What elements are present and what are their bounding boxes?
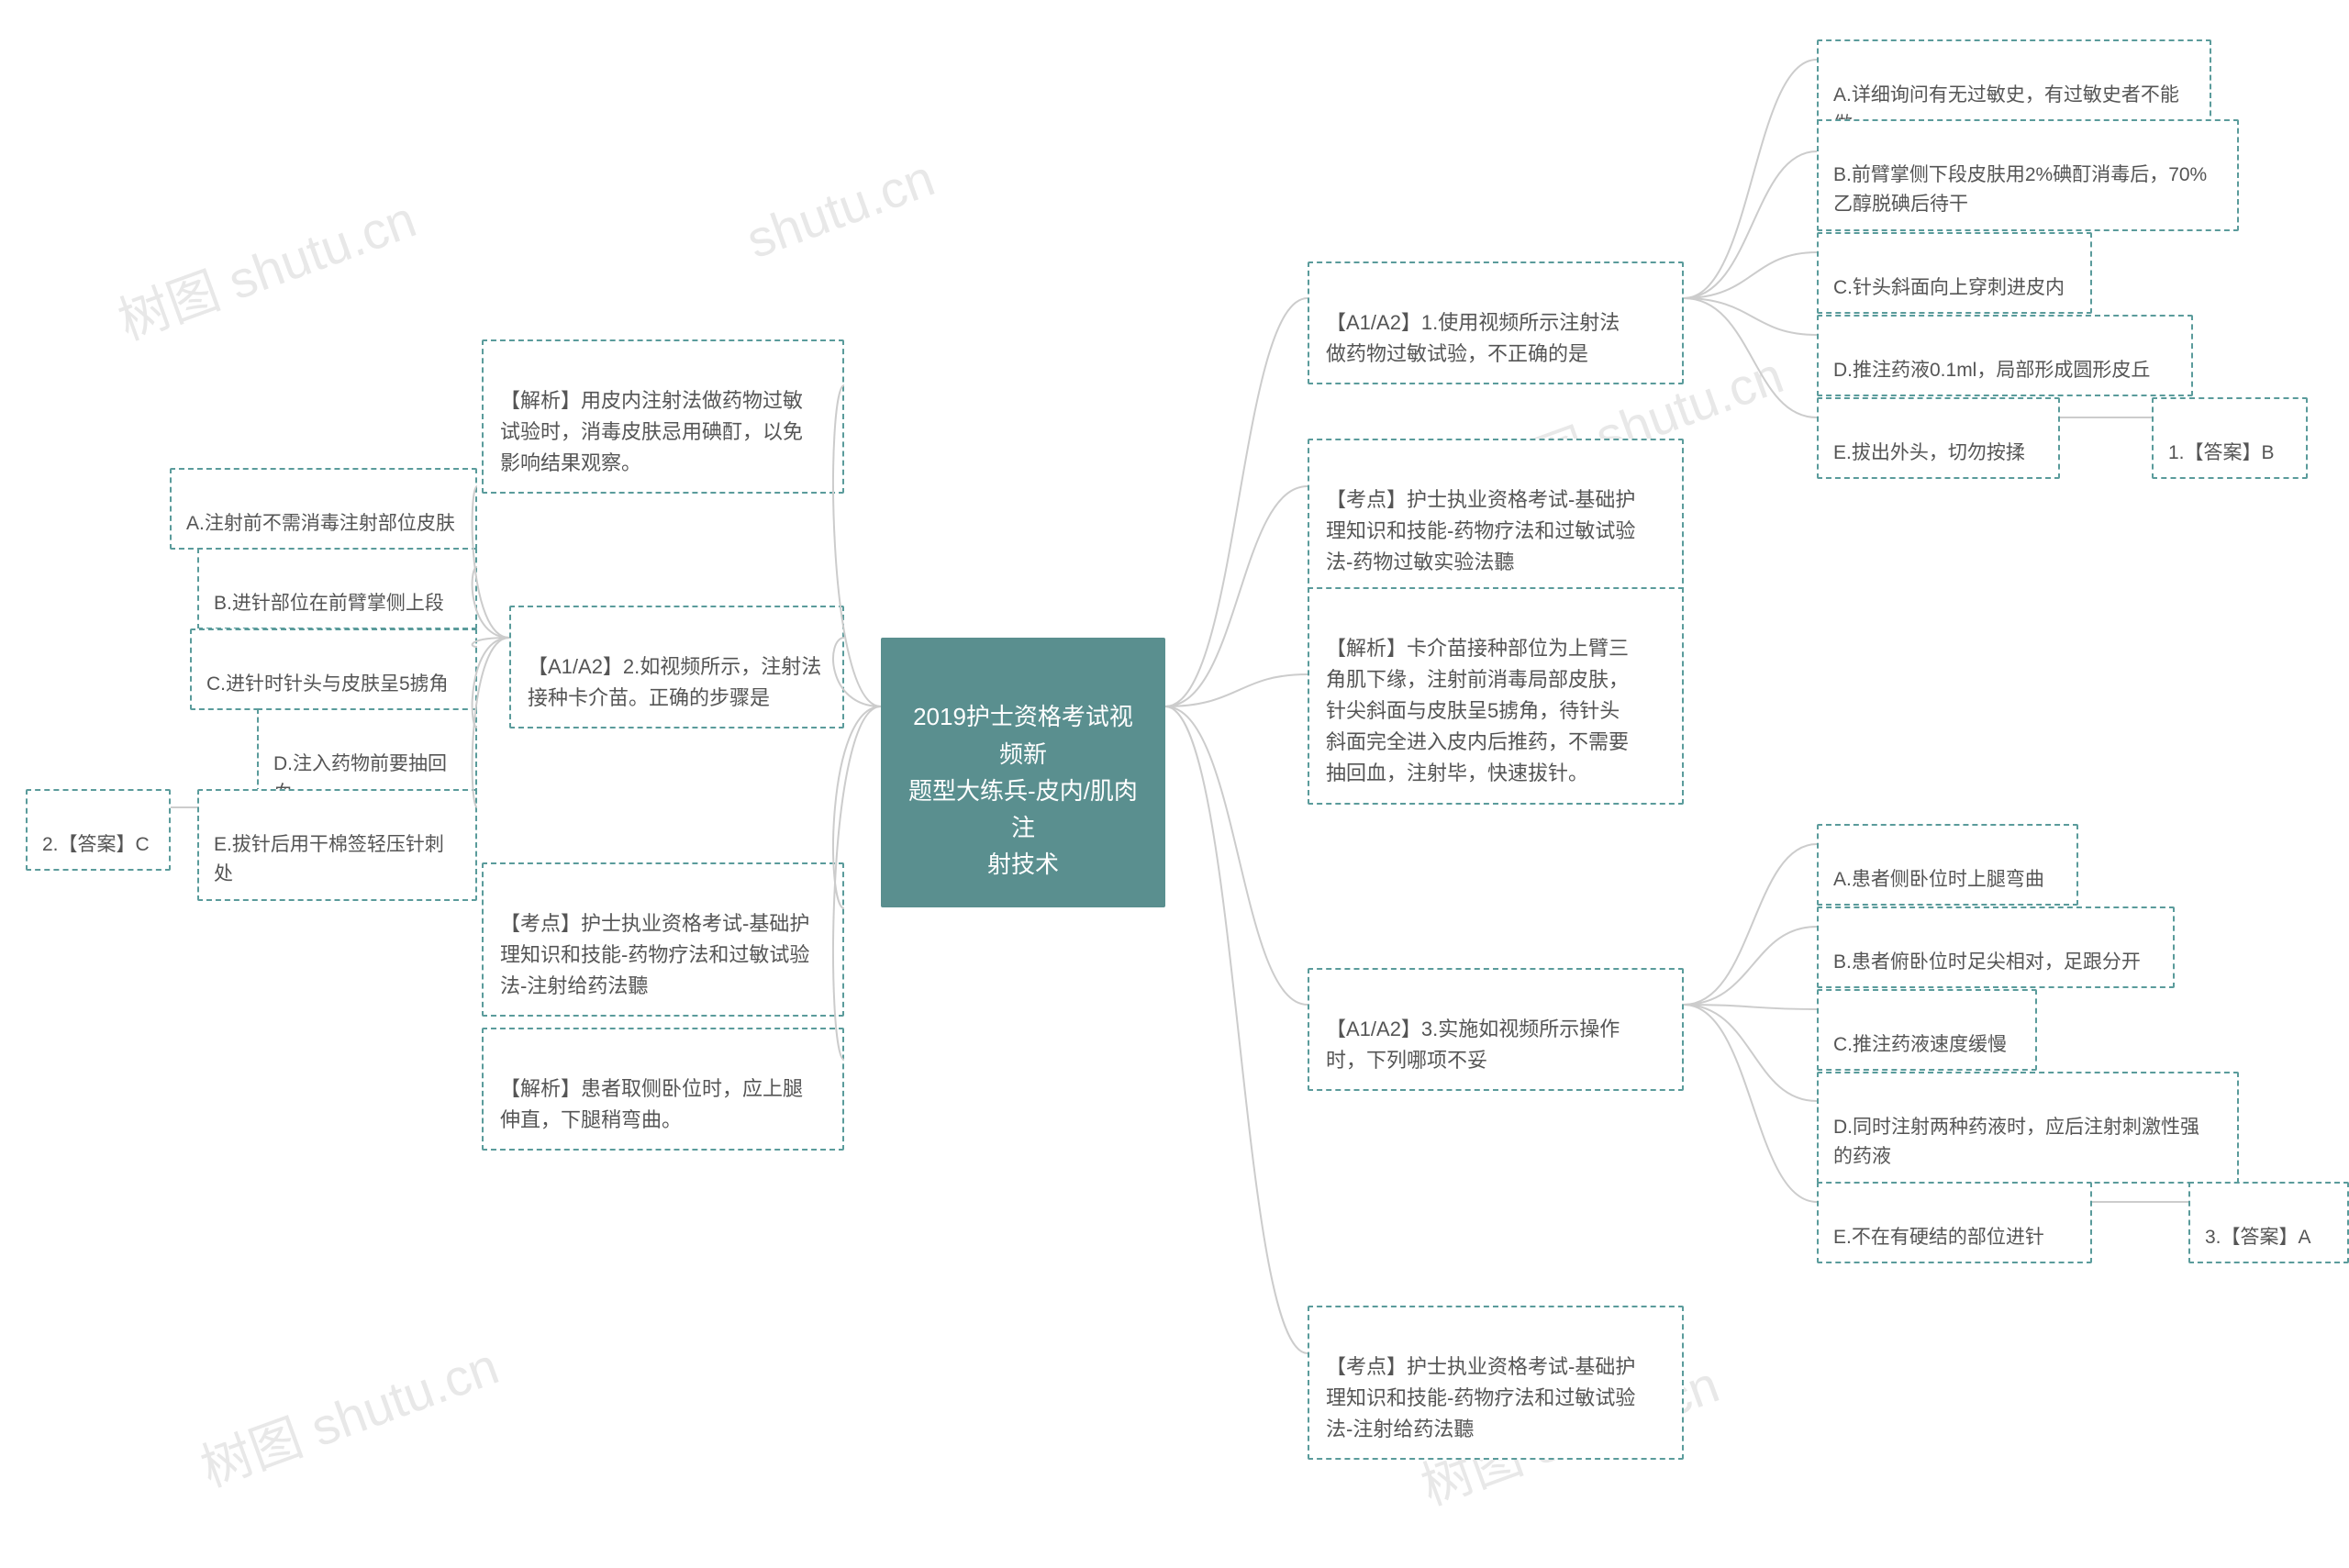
q3-answer: 3.【答案】A [2188, 1182, 2349, 1263]
q3-opt-c: C.推注药液速度缓慢 [1817, 989, 2037, 1071]
q2-answer-2: 2.【答案】C [26, 789, 171, 871]
q2-opt-b: B.进针部位在前臂掌侧上段 [197, 548, 477, 629]
q3-opt-b: B.患者俯卧位时足尖相对，足跟分开 [1817, 906, 2175, 988]
q3-opt-e: E.不在有硬结的部位进针 [1817, 1182, 2092, 1263]
kp3: 【考点】护士执业资格考试-基础护 理知识和技能-药物疗法和过敏试验 法-注射给药… [1308, 1306, 1684, 1460]
q3-opt-a: A.患者侧卧位时上腿弯曲 [1817, 824, 2078, 906]
q1-answer: 1.【答案】B [2152, 397, 2308, 479]
q3-stem: 【A1/A2】3.实施如视频所示操作 时，下列哪项不妥 [1308, 968, 1684, 1091]
center-node: 2019护士资格考试视频新 题型大练兵-皮内/肌肉注 射技术 [881, 638, 1165, 907]
ex-top: 【解析】用皮内注射法做药物过敏 试验时，消毒皮肤忌用碘酊，以免 影响结果观察。 [482, 339, 844, 494]
q2-opt-e: E.拔针后用干棉签轻压针刺处 [197, 789, 477, 901]
ex1: 【解析】卡介苗接种部位为上臂三 角肌下缘，注射前消毒局部皮肤， 针尖斜面与皮肤呈… [1308, 587, 1684, 805]
q1-opt-b: B.前臂掌侧下段皮肤用2%碘酊消毒后，70% 乙醇脱碘后待干 [1817, 119, 2239, 231]
q2-opt-c: C.进针时针头与皮肤呈5掳角 [190, 628, 477, 710]
kp2: 【考点】护士执业资格考试-基础护 理知识和技能-药物疗法和过敏试验 法-注射给药… [482, 862, 844, 1017]
q1-opt-d: D.推注药液0.1ml，局部形成圆形皮丘 [1817, 315, 2193, 396]
q1-opt-c: C.针头斜面向上穿刺进皮内 [1817, 232, 2092, 314]
watermark: 树图 shutu.cn [189, 1325, 507, 1501]
q2-stem: 【A1/A2】2.如视频所示，注射法 接种卡介苗。正确的步骤是 [509, 606, 844, 728]
q2-opt-a: A.注射前不需消毒注射部位皮肤 [170, 468, 477, 550]
watermark: 树图 shutu.cn [106, 178, 425, 354]
q1-opt-e: E.拔出外头，切勿按揉 [1817, 397, 2060, 479]
q3-opt-d: D.同时注射两种药液时，应后注射刺激性强 的药液 [1817, 1072, 2239, 1184]
kp1: 【考点】护士执业资格考试-基础护 理知识和技能-药物疗法和过敏试验 法-药物过敏… [1308, 439, 1684, 593]
ex-bot: 【解析】患者取侧卧位时，应上腿 伸直，下腿稍弯曲。 [482, 1028, 844, 1151]
center-title: 2019护士资格考试视频新 题型大练兵-皮内/肌肉注 射技术 [908, 703, 1138, 878]
watermark: shutu.cn [739, 148, 941, 270]
q1-stem: 【A1/A2】1.使用视频所示注射法 做药物过敏试验，不正确的是 [1308, 261, 1684, 384]
